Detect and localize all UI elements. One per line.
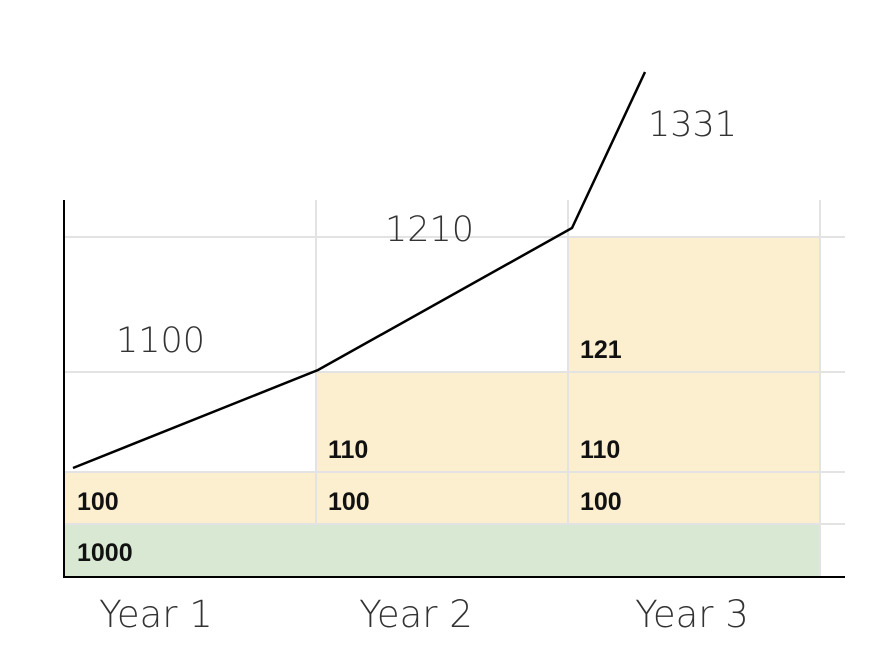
- year1-total-label: 1100: [116, 321, 205, 361]
- year2-interest-label-1: 100: [328, 488, 370, 516]
- year2-axis-label: Year 2: [359, 593, 473, 636]
- year3-axis-label: Year 3: [635, 593, 749, 636]
- year3-interest-label-2: 110: [580, 436, 620, 464]
- year3-interest-cell-2: [568, 372, 820, 472]
- year1-interest-cell-1: [64, 472, 316, 524]
- growth-curve: [72, 71, 647, 470]
- year3-total-label: 1331: [648, 105, 737, 145]
- principal-cell: [64, 524, 820, 577]
- year1-axis-label: Year 1: [99, 593, 213, 636]
- year3-interest-label-1: 100: [580, 488, 622, 516]
- year3-interest-cell-1: [568, 472, 820, 524]
- year2-total-label: 1210: [385, 210, 474, 250]
- year2-interest-cell-2: [316, 372, 568, 472]
- year3-interest-cell-3: [568, 237, 820, 372]
- principal-label: 1000: [77, 539, 133, 567]
- year3-interest-label-3: 121: [580, 336, 622, 364]
- year2-interest-cell-1: [316, 472, 568, 524]
- year2-interest-label-2: 110: [328, 436, 368, 464]
- year1-interest-label-1: 100: [77, 488, 119, 516]
- grid: [64, 200, 845, 577]
